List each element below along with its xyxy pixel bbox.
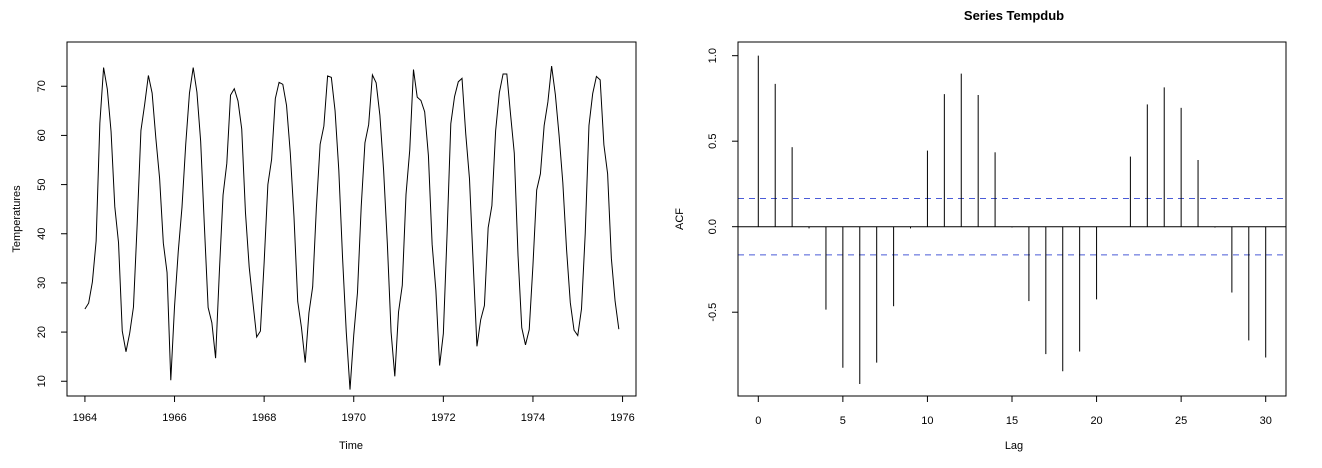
acf-x-tick-label: 5 — [840, 415, 846, 427]
acf-bars — [757, 55, 1267, 385]
time-series-x-axis-label: Time — [339, 440, 363, 452]
acf-x-tick-label: 25 — [1175, 415, 1187, 427]
acf-y-tick-label: 1.0 — [707, 48, 719, 63]
time-series-y-tick-label: 70 — [36, 80, 48, 92]
acf-x-tick-label: 10 — [921, 415, 933, 427]
acf-y-axis-label: ACF — [674, 208, 686, 230]
acf-x-tick-label: 0 — [755, 415, 761, 427]
time-series-x-tick-label: 1968 — [252, 412, 276, 424]
acf-title: Series Tempdub — [964, 8, 1064, 23]
time-series-y-tick-label: 50 — [36, 178, 48, 190]
time-series-x-axis: 1964 1966 1968 1970 1972 1974 1976 — [73, 395, 635, 424]
time-series-line — [84, 66, 620, 390]
acf-y-axis: -0.5 0.0 0.5 1.0 — [707, 48, 739, 322]
time-series-y-tick-label: 40 — [36, 228, 48, 240]
acf-y-tick-label: -0.5 — [707, 303, 719, 322]
acf-x-tick-label: 20 — [1090, 415, 1102, 427]
time-series-x-tick-label: 1970 — [341, 412, 365, 424]
time-series-panel: 1964 1966 1968 1970 1972 1974 1976 10 20 30 40 50 6… — [11, 41, 637, 452]
time-series-x-tick-label: 1976 — [610, 412, 634, 424]
acf-x-tick-label: 15 — [1006, 415, 1018, 427]
time-series-y-axis-label: Temperatures — [11, 185, 23, 253]
time-series-x-tick-label: 1974 — [521, 412, 545, 424]
time-series-x-tick-label: 1966 — [162, 412, 186, 424]
acf-y-tick-label: 0.5 — [707, 134, 719, 149]
time-series-x-tick-label: 1964 — [73, 412, 97, 424]
acf-plot-frame — [737, 41, 1287, 397]
time-series-y-tick-label: 60 — [36, 129, 48, 141]
time-series-y-axis: 10 20 30 40 50 60 70 — [36, 80, 68, 387]
acf-x-tick-label: 30 — [1260, 415, 1272, 427]
time-series-y-tick-label: 10 — [36, 375, 48, 387]
time-series-y-tick-label: 30 — [36, 277, 48, 289]
acf-x-axis-label: Lag — [1005, 440, 1023, 452]
acf-panel: Series Tempdub 0 5 10 15 20 25 30 -0.5 0.0 0.5 1.… — [674, 8, 1287, 452]
acf-y-tick-label: 0.0 — [707, 219, 719, 234]
acf-x-axis: 0 5 10 15 20 25 30 — [755, 395, 1272, 427]
time-series-x-tick-label: 1972 — [431, 412, 455, 424]
time-series-y-tick-label: 20 — [36, 326, 48, 338]
